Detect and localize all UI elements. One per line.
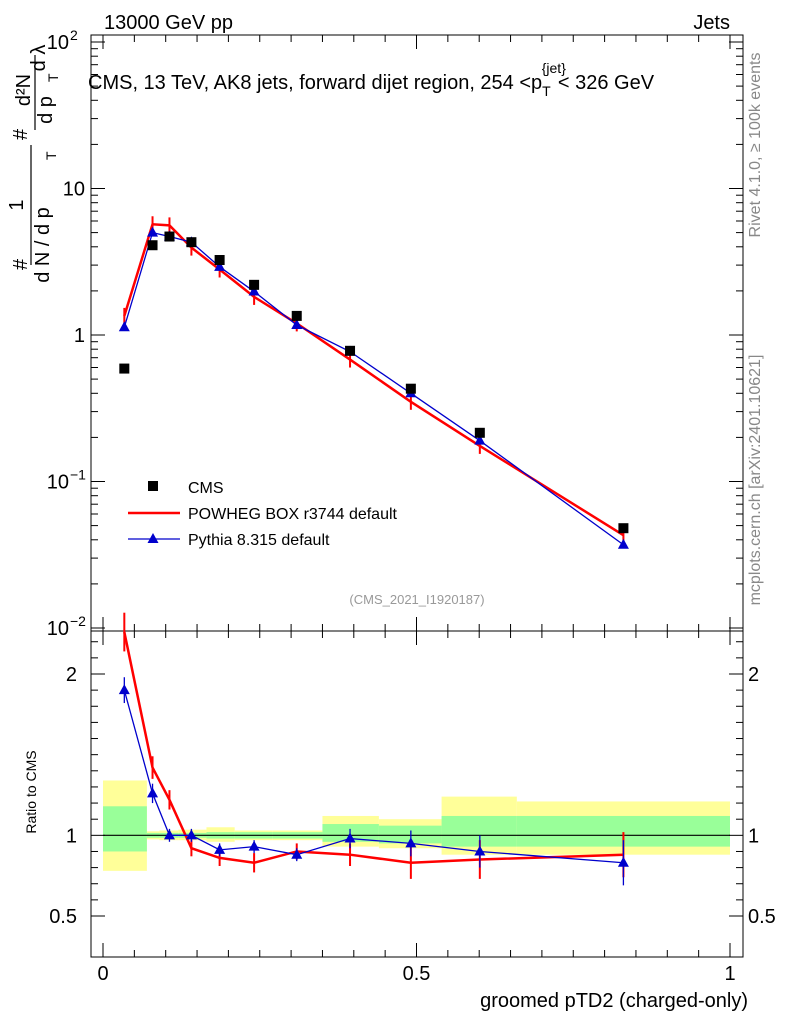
y-title-dlambda: d λ xyxy=(28,45,50,72)
ratio-pythia-point xyxy=(214,843,226,854)
x-tick-label: 1 xyxy=(724,963,735,985)
ratio-pythia-point xyxy=(163,829,175,840)
x-tick-label: 0.5 xyxy=(403,963,431,985)
cms-point xyxy=(164,231,175,242)
legend-cms-marker xyxy=(148,481,158,491)
analysis-label: (CMS_2021_I1920187) xyxy=(349,592,484,607)
category-label: Jets xyxy=(693,12,730,34)
y-tick-label-base: 10 xyxy=(47,618,69,640)
cms-point xyxy=(345,345,356,356)
y-title-sub2: T xyxy=(45,73,61,82)
legend-powheg-label: POWHEG BOX r3744 default xyxy=(188,506,398,523)
y-title-num2: d²N xyxy=(13,74,35,106)
pythia-point xyxy=(474,434,486,445)
ratio-pythia-point xyxy=(617,856,629,867)
legend-cms-label: CMS xyxy=(188,480,224,497)
ratio-y-tick-label: 2 xyxy=(66,664,77,686)
y-tick-label-exp: −2 xyxy=(70,613,86,629)
ratio-y-tick-label-right: 2 xyxy=(748,664,759,686)
ratio-pythia-point xyxy=(474,845,486,856)
pythia-point xyxy=(617,538,629,549)
y-title-hash2: # xyxy=(10,128,32,140)
energy-label: 13000 GeV pp xyxy=(104,12,233,34)
ratio-y-tick-label: 1 xyxy=(66,825,77,847)
cms-point xyxy=(405,383,416,394)
ratio-frame xyxy=(90,630,744,958)
pythia-point xyxy=(118,321,130,332)
ratio-pythia-point xyxy=(147,787,159,798)
legend-pythia-label: Pythia 8.315 default xyxy=(188,532,330,549)
y-tick-label-exp: −1 xyxy=(70,467,86,483)
legend-pythia-marker xyxy=(147,533,159,543)
ratio-panel: 0.5 0.5 1 1 2 2 0 0.5 1 xyxy=(49,612,776,985)
pythia-line xyxy=(123,231,624,546)
y-tick-label-base: 10 xyxy=(47,472,69,494)
y-tick-label-exp: 2 xyxy=(70,27,78,43)
pythia-point xyxy=(291,319,303,330)
ratio-pythia-point xyxy=(291,848,303,859)
rivet-label: Rivet 4.1.0, ≥ 100k events xyxy=(747,53,764,238)
ratio-pythia-point xyxy=(405,837,417,848)
y-title-den2: d p xyxy=(35,96,57,124)
ratio-pythia-point xyxy=(248,840,260,851)
side-labels: Rivet 4.1.0, ≥ 100k events mcplots.cern.… xyxy=(747,53,764,606)
y-title-num1: 1 xyxy=(6,199,28,210)
ratio-y-tick-label-right: 1 xyxy=(748,825,759,847)
ratio-y-title: Ratio to CMS xyxy=(23,750,39,833)
x-axis-title: groomed pTD2 (charged-only) xyxy=(480,990,748,1012)
cms-point xyxy=(474,427,485,438)
ratio-pythia-point xyxy=(344,832,356,843)
ratio-band-inner xyxy=(103,806,147,852)
y-tick-label-base: 10 xyxy=(47,32,69,54)
cms-point xyxy=(214,255,225,266)
y-tick-label: 1 xyxy=(74,325,85,347)
ratio-y-tick-label: 0.5 xyxy=(49,906,77,928)
cms-point xyxy=(291,310,302,321)
cms-point xyxy=(186,237,197,248)
main-title: CMS, 13 TeV, AK8 jets, forward dijet reg… xyxy=(88,60,655,99)
ratio-pythia-point xyxy=(118,684,130,695)
ratio-y-tick-label-right: 0.5 xyxy=(748,906,776,928)
cms-point xyxy=(618,523,629,534)
y-title-hash: # xyxy=(10,258,32,270)
y-title-den1: d N / d p xyxy=(32,207,54,283)
site-label: mcplots.cern.ch [arXiv:2401.10621] xyxy=(747,355,764,606)
x-tick-label: 0 xyxy=(97,963,108,985)
cms-point xyxy=(119,363,130,374)
cms-point xyxy=(147,240,158,251)
pythia-point xyxy=(248,285,260,296)
pythia-point xyxy=(147,226,159,237)
cms-point xyxy=(249,279,260,290)
ratio-pythia-point xyxy=(185,829,197,840)
y-tick-label: 10 xyxy=(63,179,85,201)
main-y-title: # 1 d N / d p T # d²N d p T d λ xyxy=(6,45,61,283)
y-title-sub1: T xyxy=(43,151,59,160)
pythia-point xyxy=(214,260,226,271)
